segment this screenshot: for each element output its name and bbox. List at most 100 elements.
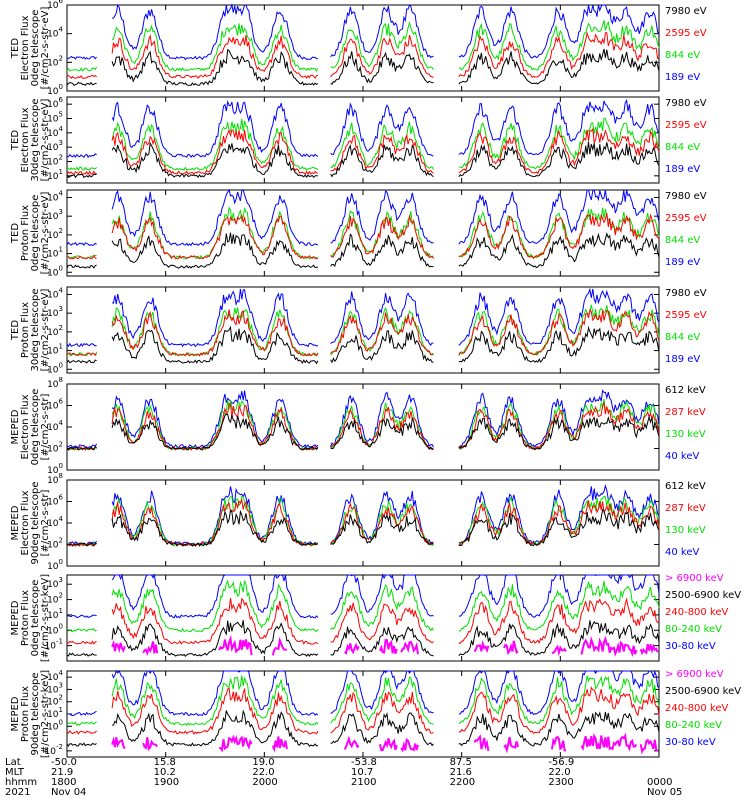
footer-cell: 1900 — [154, 777, 179, 788]
y-axis-label-line: [#/cm2-s-str-keV] — [40, 574, 51, 662]
series-red-trace — [66, 597, 660, 645]
legend-entry: 30-80 keV — [665, 641, 716, 652]
footer-row-label: hhmm — [5, 777, 37, 788]
y-tick-label: 100 — [47, 83, 63, 97]
y-axis-label-line: Electron Flux — [20, 15, 31, 80]
y-axis-label-line: [#/cm2-s-str-eV] — [40, 7, 51, 90]
series-green-trace — [66, 579, 660, 633]
footer-cell: 21.9 — [51, 767, 73, 778]
y-axis-label-line: TED — [10, 320, 21, 341]
series-blue-trace — [66, 573, 660, 619]
y-axis-label: MEPED Electron Flux 0deg telescope [#/cm2-s… — [10, 389, 51, 466]
series-red-trace — [66, 31, 660, 79]
y-tick-label: 102 — [47, 537, 63, 551]
panel-frame — [66, 189, 660, 277]
series-black-trace — [66, 620, 660, 657]
y-axis-label-line: [#/cm2-s-str] — [40, 393, 51, 460]
footer-cell: Nov 05 — [647, 787, 682, 798]
y-tick-label: 104 — [47, 125, 63, 139]
y-axis-label-line: 0deg telescope — [30, 580, 41, 657]
series-black-trace — [66, 325, 660, 365]
legend-entry: 2595 eV — [665, 213, 707, 224]
legend-entry: 844 eV — [665, 332, 700, 343]
y-tick-label: 104 — [47, 26, 63, 40]
legend-entry: 189 eV — [665, 354, 700, 365]
legend-entry: 612 keV — [665, 385, 706, 396]
y-tick-label: 102 — [47, 54, 63, 68]
legend-entry: 7980 eV — [665, 98, 707, 109]
legend-entry: 189 eV — [665, 72, 700, 83]
y-axis-label: TED Electron Flux 0deg telescope [#/cm2-s-s… — [10, 7, 51, 90]
y-axis-label: TED Proton Flux 30deg telescope [#/cm2-s-st… — [10, 288, 51, 371]
legend-entry: 844 eV — [665, 50, 700, 61]
series-green-trace — [66, 675, 660, 727]
footer-cell: 15.8 — [154, 757, 176, 768]
footer-cell: 2000 — [252, 777, 277, 788]
legend-entry: 287 keV — [665, 503, 706, 514]
y-axis-label: MEPED Electron Flux 90deg telescope [#/cm2-… — [10, 481, 51, 564]
y-tick-label: 106 — [47, 398, 63, 412]
series-red-trace — [66, 686, 660, 735]
footer-cell: 2100 — [351, 777, 376, 788]
legend-entry: 287 keV — [665, 407, 706, 418]
legend-entry: 189 eV — [665, 164, 700, 175]
y-axis-label-line: MEPED — [10, 505, 21, 540]
legend-entry: 844 eV — [665, 142, 700, 153]
legend-entry: 2595 eV — [665, 120, 707, 131]
series-black-trace — [66, 232, 660, 269]
series-black-trace — [66, 141, 660, 179]
series-blue-trace — [66, 669, 660, 717]
series-black-trace — [66, 413, 660, 451]
y-axis-label: MEPED Proton Flux 0deg telescope [#/cm2-s-s… — [10, 574, 51, 662]
legend-entry: 80-240 keV — [665, 720, 722, 731]
series-magenta-trace — [111, 732, 659, 755]
y-tick-label: 102 — [47, 694, 63, 708]
y-axis-label-line: TED — [10, 130, 21, 151]
y-tick-label: 104 — [47, 515, 63, 529]
y-axis-label-line: Electron Flux — [20, 490, 31, 555]
y-tick-label: 106 — [47, 494, 63, 508]
footer-row-label: 2021 — [5, 787, 30, 798]
footer-cell: 87.5 — [450, 757, 472, 768]
y-axis-label: MEPED Proton Flux 90deg telescope [#/cm2-s-… — [10, 670, 51, 758]
y-tick-label: 104 — [47, 286, 63, 300]
y-axis-label-line: 0deg telescope — [30, 10, 41, 87]
footer-cell: 22.0 — [548, 767, 570, 778]
y-tick-label: 100 — [47, 718, 63, 732]
legend-entry: 2500-6900 keV — [665, 686, 741, 697]
footer-cell: -56.9 — [548, 757, 574, 768]
series-blue-trace — [66, 3, 660, 61]
footer-row-label: Lat — [5, 757, 21, 768]
series-black-trace — [66, 709, 660, 747]
y-tick-label: 100 — [47, 622, 63, 636]
y-tick-label: 104 — [47, 419, 63, 433]
y-tick-label: 100 — [47, 558, 63, 572]
y-tick-label: 100 — [47, 361, 63, 375]
series-blue-trace — [66, 98, 660, 159]
legend-entry: 2595 eV — [665, 28, 707, 39]
footer-cell: 10.2 — [154, 767, 176, 778]
y-tick-label: 103 — [47, 576, 63, 590]
panel-frame — [66, 4, 660, 92]
footer-row-label: MLT — [5, 767, 25, 778]
y-tick-label: 103 — [47, 208, 63, 222]
y-axis-label-line: Proton Flux — [20, 686, 31, 742]
footer-cell: 1800 — [51, 777, 76, 788]
legend-entry: 40 keV — [665, 547, 699, 558]
legend-entry: 7980 eV — [665, 288, 707, 299]
y-tick-label: 100 — [47, 264, 63, 278]
y-axis-label: TED Electron Flux 30deg telescope [#/cm2-s-… — [10, 98, 51, 181]
y-tick-label: 108 — [47, 472, 63, 486]
y-tick-label: 102 — [47, 154, 63, 168]
legend-entry: 130 keV — [665, 525, 706, 536]
y-axis-label-line: TED — [10, 223, 21, 244]
footer-cell: 2300 — [548, 777, 573, 788]
y-tick-label: 102 — [47, 227, 63, 241]
legend-entry: 7980 eV — [665, 6, 707, 17]
y-axis-label-line: [#/cm2-s-str-eV] — [40, 192, 51, 275]
y-axis-label-line: TED — [10, 38, 21, 59]
legend-entry: 130 keV — [665, 429, 706, 440]
